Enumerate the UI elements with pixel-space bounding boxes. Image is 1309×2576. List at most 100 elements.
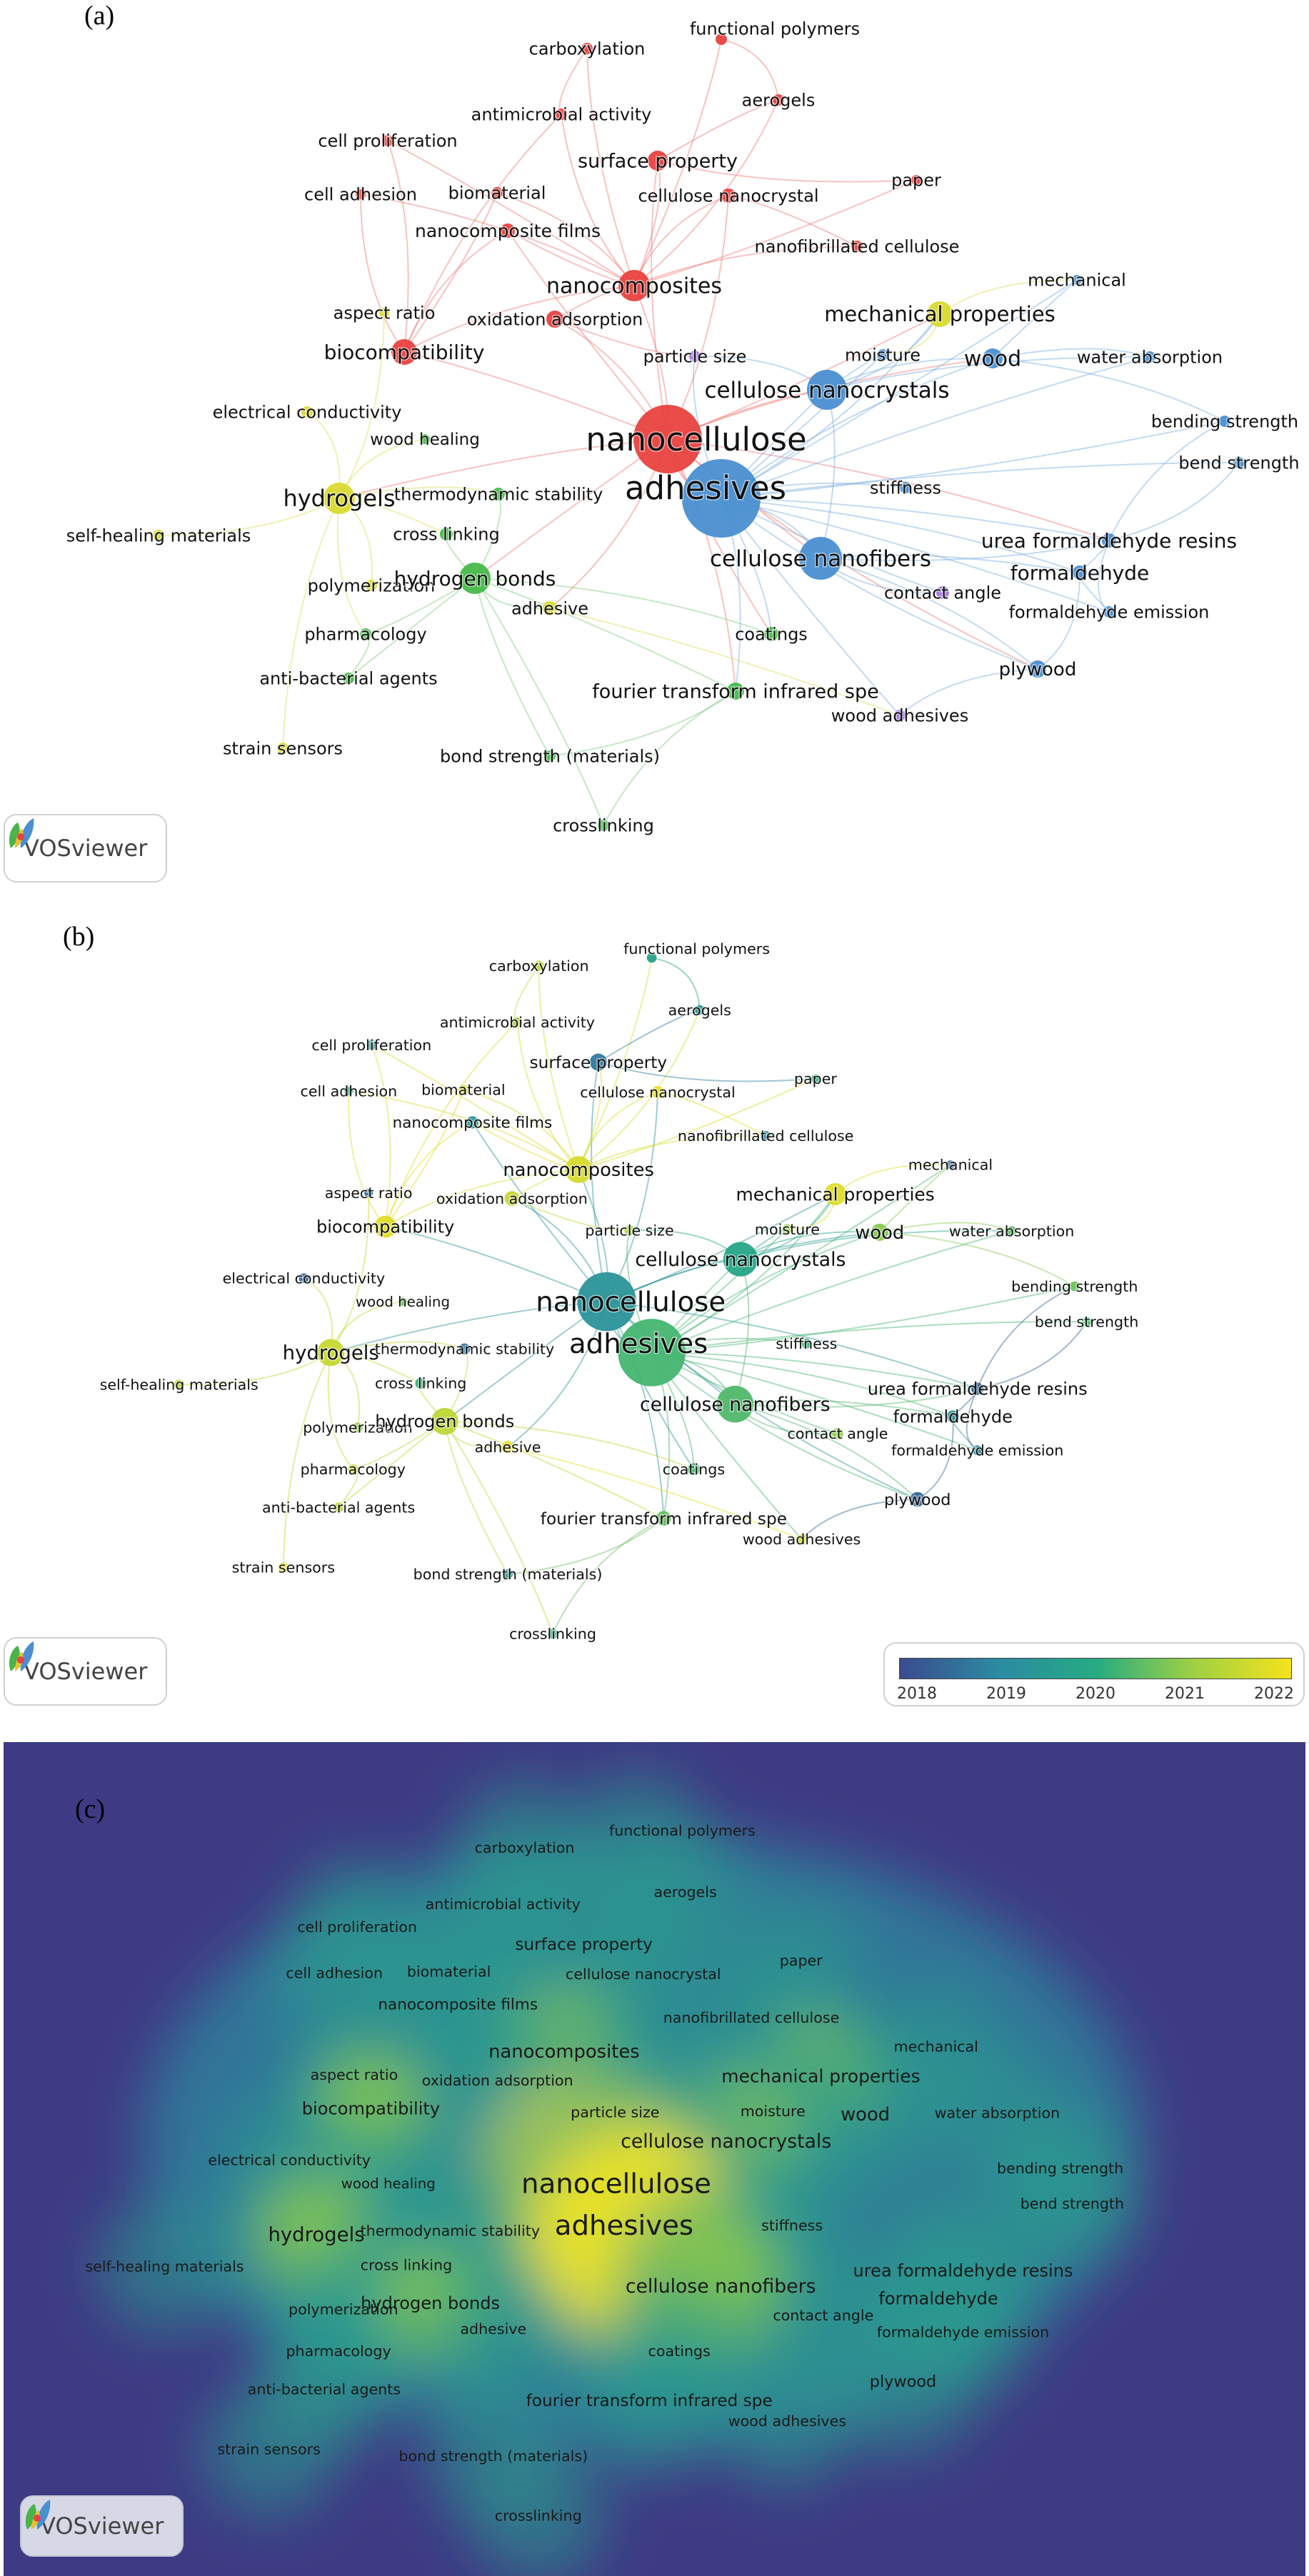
node-nanocomposites[interactable] <box>565 1156 593 1184</box>
node-coatings[interactable] <box>687 1463 701 1476</box>
node-cross-linking[interactable] <box>440 528 453 540</box>
node-hydrogels[interactable] <box>324 483 355 514</box>
node-urea-formaldehyde-resins[interactable] <box>971 1382 984 1395</box>
node-paper[interactable] <box>911 175 921 185</box>
node-mechanical-properties[interactable] <box>824 1183 847 1206</box>
node-water-absorption[interactable] <box>1006 1226 1017 1237</box>
vosviewer-logo[interactable]: VOSviewer <box>4 1637 168 1706</box>
node-mechanical[interactable] <box>946 1160 955 1169</box>
node-anti-bacterial-agents[interactable] <box>333 1502 343 1513</box>
node-oxidation-adsorption[interactable] <box>504 1191 520 1206</box>
node-bond-strength-materials[interactable] <box>503 1569 513 1579</box>
node-moisture[interactable] <box>877 349 888 361</box>
node-pharmacology[interactable] <box>348 1464 358 1474</box>
node-strain-sensors[interactable] <box>277 743 289 754</box>
vosviewer-logo[interactable]: VOSviewer <box>4 814 168 882</box>
node-antimicrobial-activity[interactable] <box>512 1017 523 1027</box>
node-polymerization[interactable] <box>353 1422 363 1433</box>
node-cross-linking[interactable] <box>415 1377 426 1389</box>
node-cellulose-nanocrystals[interactable] <box>723 1242 758 1277</box>
node-adhesive[interactable] <box>501 1441 514 1454</box>
node-strain-sensors[interactable] <box>278 1562 289 1573</box>
node-biocompatibility[interactable] <box>391 339 417 365</box>
node-anti-bacterial-agents[interactable] <box>343 673 354 684</box>
node-adhesives[interactable] <box>618 1319 686 1387</box>
node-particle-size[interactable] <box>624 1225 635 1236</box>
node-plywood[interactable] <box>1029 660 1046 678</box>
node-moisture[interactable] <box>782 1224 793 1234</box>
node-thermodynamic-stability[interactable] <box>492 488 505 500</box>
node-stiffness[interactable] <box>801 1338 812 1349</box>
node-functional-polymers[interactable] <box>716 34 727 45</box>
node-cell-proliferation[interactable] <box>382 135 393 146</box>
node-particle-size[interactable] <box>689 351 701 362</box>
node-wood[interactable] <box>983 348 1003 368</box>
node-surface-property[interactable] <box>589 1053 607 1071</box>
node-wood-adhesives[interactable] <box>796 1534 807 1544</box>
node-crosslinking[interactable] <box>598 820 609 831</box>
node-bond-strength-materials[interactable] <box>544 750 556 762</box>
node-wood-adhesives[interactable] <box>894 710 906 721</box>
node-nanofibrillated-cellulose[interactable] <box>761 1131 771 1141</box>
vosviewer-logo[interactable]: VOSviewer <box>20 2495 184 2557</box>
node-biomaterial[interactable] <box>458 1085 468 1095</box>
node-bend-strength[interactable] <box>1233 457 1245 468</box>
node-wood[interactable] <box>871 1223 888 1241</box>
node-polymerization[interactable] <box>366 580 377 591</box>
node-water-absorption[interactable] <box>1144 351 1155 363</box>
node-formaldehyde-emission[interactable] <box>1103 606 1115 618</box>
node-nanocomposites[interactable] <box>618 270 650 301</box>
node-mechanical[interactable] <box>1072 275 1082 285</box>
node-stiffness[interactable] <box>900 482 911 493</box>
node-cell-proliferation[interactable] <box>366 1040 377 1050</box>
node-fourier-transform-infrared-spe[interactable] <box>727 683 744 700</box>
node-self-healing-materials[interactable] <box>153 530 164 541</box>
node-aspect-ratio[interactable] <box>364 1188 373 1197</box>
node-crosslinking[interactable] <box>548 1629 558 1639</box>
node-paper[interactable] <box>811 1074 820 1083</box>
node-mechanical-properties[interactable] <box>927 301 953 327</box>
node-adhesive[interactable] <box>543 601 557 615</box>
node-plywood[interactable] <box>910 1491 926 1507</box>
node-cellulose-nanofibers[interactable] <box>716 1385 754 1423</box>
node-formaldehyde[interactable] <box>1073 565 1087 580</box>
node-urea-formaldehyde-resins[interactable] <box>1102 533 1116 548</box>
node-wood-healing[interactable] <box>420 434 430 444</box>
node-hydrogen-bonds[interactable] <box>459 563 491 594</box>
node-carboxylation[interactable] <box>533 960 544 971</box>
node-pharmacology[interactable] <box>360 628 371 640</box>
node-nanocellulose[interactable] <box>577 1272 636 1332</box>
node-coatings[interactable] <box>764 627 778 641</box>
node-biomaterial[interactable] <box>491 187 503 198</box>
node-aspect-ratio[interactable] <box>379 308 389 318</box>
node-contact-angle[interactable] <box>832 1428 843 1439</box>
node-nanocellulose[interactable] <box>633 405 702 473</box>
node-thermodynamic-stability[interactable] <box>458 1343 471 1355</box>
node-wood-healing[interactable] <box>398 1297 408 1307</box>
node-formaldehyde[interactable] <box>946 1410 959 1423</box>
node-cellulose-nanofibers[interactable] <box>799 537 842 580</box>
node-cell-adhesion[interactable] <box>356 189 366 199</box>
node-aerogels[interactable] <box>694 1005 705 1015</box>
node-nanocomposite-films[interactable] <box>501 223 515 238</box>
node-electrical-conductivity[interactable] <box>299 1273 309 1284</box>
node-cellulose-nanocrystals[interactable] <box>807 370 847 410</box>
node-formaldehyde-emission[interactable] <box>972 1445 983 1456</box>
node-bending-strength[interactable] <box>1219 416 1230 427</box>
node-oxidation-adsorption[interactable] <box>546 311 563 328</box>
node-nanocomposite-films[interactable] <box>466 1116 479 1129</box>
node-cell-adhesion[interactable] <box>344 1087 353 1096</box>
node-functional-polymers[interactable] <box>646 952 657 963</box>
node-fourier-transform-infrared-spe[interactable] <box>656 1511 671 1526</box>
node-cellulose-nanocrystal[interactable] <box>651 1086 664 1099</box>
node-carboxylation[interactable] <box>581 43 593 54</box>
node-electrical-conductivity[interactable] <box>301 406 313 418</box>
node-adhesives[interactable] <box>682 459 761 538</box>
node-aerogels[interactable] <box>773 94 784 106</box>
node-surface-property[interactable] <box>648 151 668 171</box>
node-bending-strength[interactable] <box>1069 1281 1080 1292</box>
node-antimicrobial-activity[interactable] <box>556 109 567 120</box>
node-self-healing-materials[interactable] <box>174 1379 184 1390</box>
node-hydrogels[interactable] <box>317 1339 345 1367</box>
node-contact-angle[interactable] <box>936 586 949 599</box>
